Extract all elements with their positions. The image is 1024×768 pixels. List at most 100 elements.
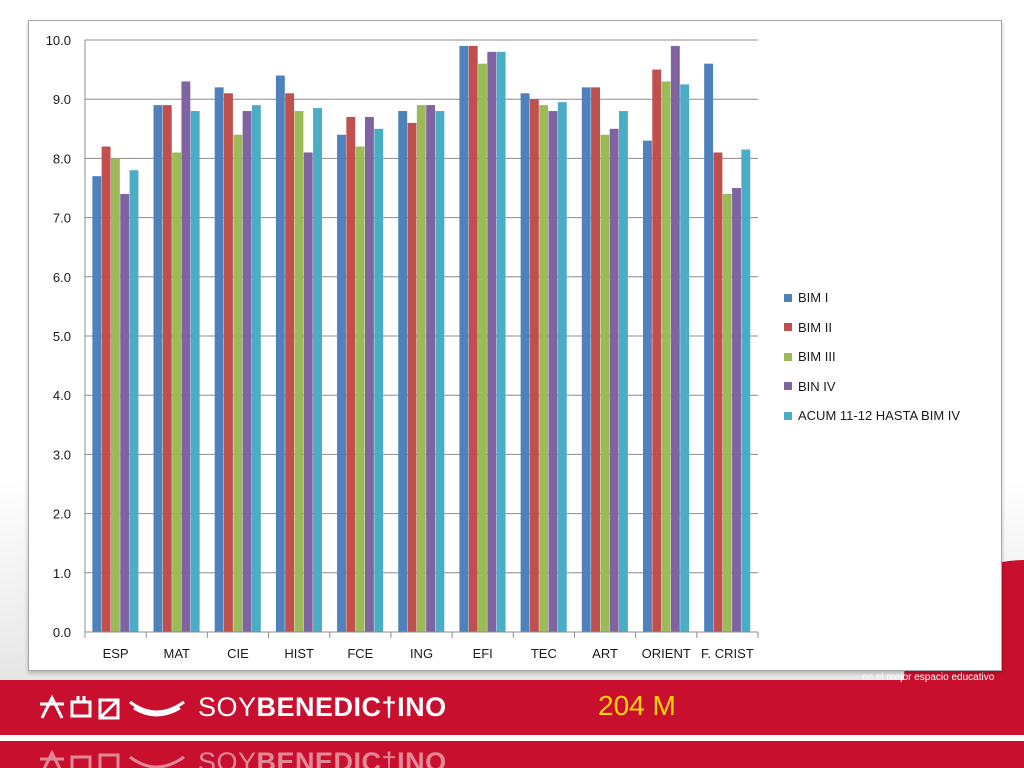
brand-name: SOYBENEDIC†INO <box>198 692 447 723</box>
bar <box>741 149 751 632</box>
bar <box>609 128 619 633</box>
bar <box>346 116 356 632</box>
bar <box>539 105 549 633</box>
bar <box>670 45 680 633</box>
bar <box>416 105 426 633</box>
brand-bold-text: BENEDIC <box>256 691 382 722</box>
bar <box>129 170 139 633</box>
bar <box>459 45 469 633</box>
x-tick-label: CIE <box>227 646 249 661</box>
bar <box>242 111 252 633</box>
bar <box>303 152 313 633</box>
bar <box>591 87 600 633</box>
bar <box>435 111 445 633</box>
y-tick-label: 7.0 <box>53 211 71 226</box>
grades-bar-chart: 0.0 1.0 2.0 3.0 4.0 5.0 6.0 7.0 8.0 9.0 10.0 ESP MAT… <box>46 33 759 661</box>
y-tick-label: 2.0 <box>53 507 71 522</box>
legend-swatch <box>784 411 792 420</box>
bar <box>120 193 130 633</box>
bar <box>398 111 408 633</box>
bar <box>355 146 365 632</box>
footer-logo: SOYBENEDIC†INO <box>38 682 447 732</box>
bar <box>190 111 200 633</box>
bar <box>520 93 530 632</box>
bar <box>275 75 285 632</box>
y-tick-label: 0.0 <box>53 625 71 640</box>
bar <box>478 63 487 633</box>
x-tick-label: MAT <box>164 646 191 661</box>
bar <box>407 122 417 632</box>
legend-label: BIM II <box>798 319 832 335</box>
bar <box>181 81 191 632</box>
legend-swatch <box>784 352 792 361</box>
x-tick-label: ING <box>410 646 433 661</box>
bar <box>101 146 111 632</box>
bar <box>618 111 628 633</box>
bar <box>162 105 172 633</box>
legend-label: BIM I <box>798 290 829 306</box>
y-tick-label: 8.0 <box>53 151 71 166</box>
bar <box>110 158 120 632</box>
footer-logo-reflection: SOYBENEDIC†INO <box>38 741 447 768</box>
brand-light-text-reflection: SOY <box>198 746 257 768</box>
legend-item: BIM III <box>784 342 960 372</box>
brand-bold-text-end-reflection: INO <box>397 746 447 768</box>
footer-tagline: en el mejor espacio educativo <box>862 672 995 683</box>
bar <box>468 45 478 633</box>
legend-item: ACUM 11-12 HASTA BIM IV <box>784 401 960 431</box>
bar <box>661 81 671 632</box>
x-tick-label: HIST <box>284 646 314 661</box>
bar <box>680 84 690 632</box>
y-tick-label: 3.0 <box>53 447 71 462</box>
bar <box>374 128 384 633</box>
y-tick-label: 1.0 <box>53 566 71 581</box>
bar <box>704 63 714 633</box>
bar <box>337 134 346 632</box>
bar <box>642 140 652 632</box>
legend-item: BIM I <box>784 283 960 313</box>
bar <box>713 152 723 633</box>
x-tick-label: TEC <box>531 646 557 661</box>
bar <box>214 87 224 633</box>
logo-symbols-icon <box>40 694 185 720</box>
footer-band: SOYBENEDIC†INO <box>0 680 1024 735</box>
logo-symbols-reflection-icon <box>40 749 185 768</box>
bar <box>251 105 261 633</box>
bar <box>233 134 243 632</box>
cross-reflection-icon: † <box>381 746 398 768</box>
chart-legend: BIM I BIM II BIM III BIN IV ACUM 11-12 HASTA… <box>784 283 960 431</box>
bar <box>364 116 374 632</box>
bar <box>732 188 741 632</box>
legend-label: ACUM 11-12 HASTA BIM IV <box>798 408 961 424</box>
y-tick-label: 9.0 <box>53 92 71 107</box>
bar <box>426 105 436 633</box>
brand-light-text: SOY <box>198 691 257 722</box>
bar <box>557 102 567 632</box>
bar <box>224 93 233 632</box>
bar <box>600 134 610 632</box>
y-tick-label: 10.0 <box>46 33 71 48</box>
legend-label: BIM III <box>798 349 836 365</box>
y-tick-label: 4.0 <box>53 388 71 403</box>
x-tick-label: ORIENT <box>642 646 691 661</box>
footer-band-reflection: SOYBENEDIC†INO <box>0 741 1024 768</box>
legend-swatch <box>784 323 792 332</box>
legend-swatch <box>784 293 792 302</box>
bar <box>153 105 163 633</box>
legend-item: BIN IV <box>784 372 960 402</box>
bar <box>172 152 182 633</box>
brand-bold-text-reflection: BENEDIC <box>256 746 382 768</box>
bar <box>652 69 662 633</box>
bar <box>294 111 304 633</box>
bar <box>285 93 295 632</box>
bar <box>548 111 558 633</box>
group-code: 204 M <box>598 690 676 721</box>
x-tick-label: F. CRIST <box>701 646 754 661</box>
cross-icon: † <box>381 691 398 722</box>
bar <box>581 87 591 633</box>
x-tick-label: FCE <box>347 646 373 661</box>
y-tick-label: 6.0 <box>53 270 71 285</box>
x-tick-label: ART <box>592 646 618 661</box>
bar <box>496 51 506 632</box>
x-tick-label: ESP <box>103 646 129 661</box>
